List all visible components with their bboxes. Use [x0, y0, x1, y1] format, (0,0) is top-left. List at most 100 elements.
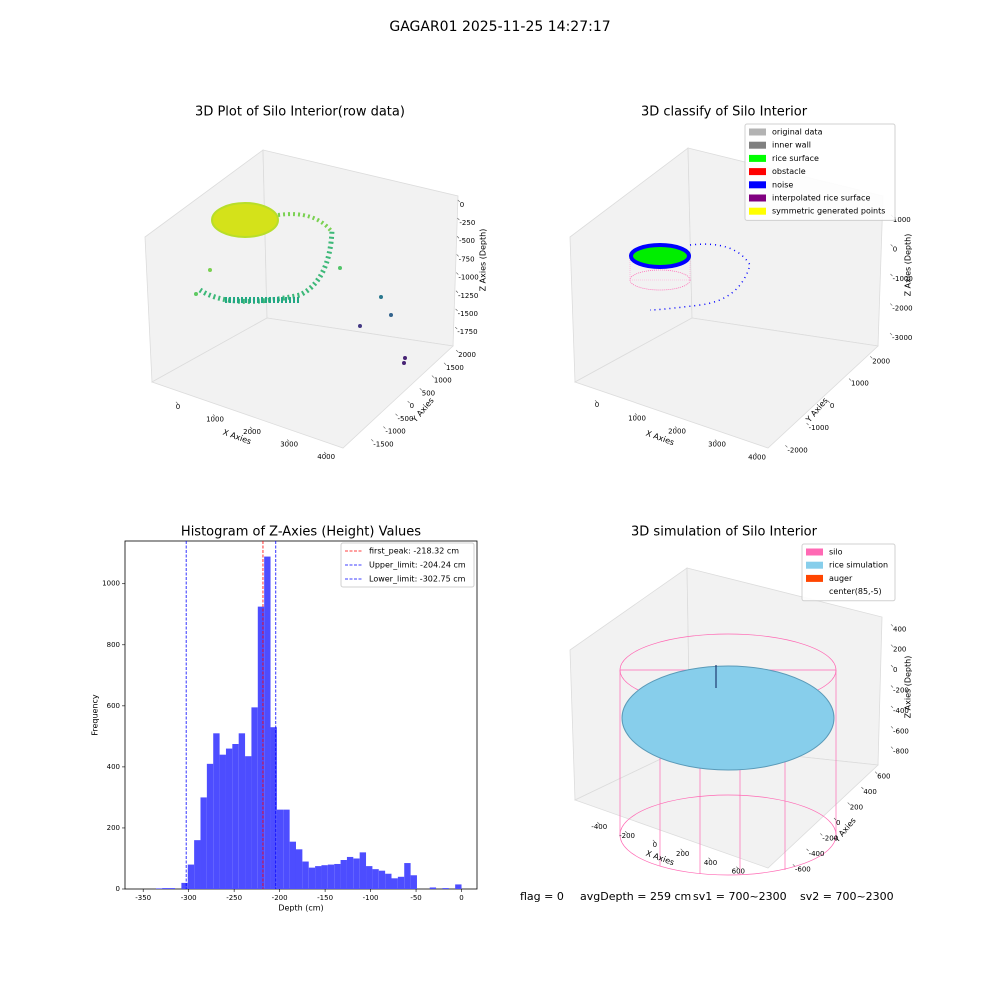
y-axis-label: Y Axies — [410, 396, 436, 425]
legend-label: symmetric generated points — [772, 207, 885, 216]
y-tick-mark — [870, 356, 873, 359]
bar — [327, 864, 335, 889]
y-tick-label: 2000 — [458, 351, 476, 359]
z-tick-mark — [889, 332, 893, 336]
x-tick-mark — [680, 848, 683, 852]
legend-label: noise — [772, 180, 793, 189]
bar — [429, 887, 437, 889]
z-tick-mark — [456, 236, 460, 239]
x-tick-mark — [286, 439, 290, 442]
y-tick-label: -2000 — [787, 446, 807, 454]
y-tick-label: -1500 — [373, 440, 393, 448]
y-tick-mark — [395, 413, 398, 417]
panel1-box — [144, 149, 459, 449]
z-tick-mark — [890, 244, 893, 247]
z-axis-label: Z Axies (Depth) — [904, 656, 913, 719]
x-tick-label: -350 — [135, 894, 151, 902]
legend-label: original data — [772, 128, 823, 137]
chart-title: 3D simulation of Silo Interior — [631, 525, 818, 540]
y-tick-mark — [820, 833, 823, 836]
y-tick-mark — [431, 375, 435, 378]
x-tick-label: -50 — [410, 894, 421, 902]
y-tick-mark — [419, 388, 422, 391]
x-tick-mark — [736, 866, 739, 869]
z-tick-mark — [890, 685, 894, 688]
x-tick-label: -200 — [272, 894, 288, 902]
y-tick-label: 400 — [107, 763, 120, 771]
x-tick-label: -100 — [363, 894, 379, 902]
x-tick-mark — [754, 452, 758, 455]
chart-title: 3D classify of Silo Interior — [641, 105, 808, 120]
y-tick-mark — [833, 817, 837, 821]
bar — [295, 849, 303, 889]
bar — [378, 870, 386, 889]
y-tick-mark — [874, 771, 878, 774]
y-tick-mark — [848, 378, 852, 381]
y-axis-label: Frequency — [91, 694, 100, 736]
bar — [340, 860, 347, 889]
z-tick-mark — [457, 199, 460, 203]
y-tick-label: 600 — [107, 702, 120, 710]
footer-text: flag = 0 — [520, 890, 564, 903]
x-tick-label: 0 — [653, 841, 657, 849]
z-tick-label: 0 — [460, 201, 464, 209]
legend-label: Upper_limit: -204.24 cm — [369, 561, 466, 570]
bar — [321, 865, 328, 889]
z-tick-label: -3000 — [892, 334, 912, 342]
x-tick-label: -300 — [181, 894, 197, 902]
y-tick-label: 1500 — [446, 364, 464, 372]
bar — [257, 606, 265, 889]
x-tick-label: 0 — [595, 401, 599, 409]
x-tick-mark — [212, 414, 216, 417]
y-tick-mark — [383, 426, 386, 429]
z-tick-label: -2000 — [892, 305, 912, 313]
legend-patch — [749, 181, 766, 189]
bar — [155, 888, 163, 889]
x-tick-label: 2000 — [668, 427, 686, 435]
z-tick-label: -200 — [893, 687, 909, 695]
bar — [213, 733, 220, 889]
z-tick-label: -750 — [459, 255, 475, 263]
y-tick-label: 1000 — [851, 380, 869, 388]
x-tick-mark — [597, 821, 600, 825]
x-tick-label: 0 — [176, 403, 180, 411]
x-tick-mark — [323, 451, 327, 455]
z-tick-mark — [890, 746, 894, 749]
hist-frame — [124, 540, 478, 890]
z-tick-mark — [455, 308, 458, 312]
y-tick-mark — [806, 848, 809, 852]
x-tick-label: 200 — [676, 850, 689, 858]
bar — [168, 888, 176, 889]
z-tick-label: -1000 — [458, 274, 478, 282]
bar — [264, 556, 271, 889]
z-tick-label: 0 — [893, 666, 897, 674]
footer-text: sv1 = 700~2300 — [693, 890, 787, 903]
x-tick-mark — [175, 401, 179, 404]
footer-text: avgDepth = 259 cm — [580, 890, 691, 903]
bar — [302, 861, 309, 889]
bar — [359, 852, 367, 889]
bar — [385, 873, 392, 889]
y-tick-label: 2000 — [872, 357, 890, 365]
legend-label: obstacle — [772, 167, 806, 176]
legend-patch — [806, 548, 823, 556]
x-tick-label: 4000 — [748, 454, 766, 462]
z-tick-label: 200 — [893, 646, 906, 654]
y-tick-label: 500 — [422, 389, 435, 397]
z-tick-mark — [456, 254, 459, 257]
legend-box — [744, 123, 896, 221]
y-tick-label: 1000 — [102, 580, 120, 588]
x-tick-label: -400 — [591, 823, 607, 831]
z-tick-mark — [890, 624, 894, 627]
z-tick-mark — [456, 272, 459, 275]
y-tick-label: 200 — [850, 804, 863, 812]
x-axis-label: Depth (cm) — [278, 904, 323, 913]
legend-label: rice simulation — [829, 561, 888, 570]
bar — [308, 867, 316, 889]
z-tick-mark — [890, 303, 893, 306]
y-tick-label: 0 — [410, 402, 414, 410]
legend-label: rice surface — [772, 154, 819, 163]
z-tick-label: -1500 — [458, 310, 478, 318]
x-tick-label: 1000 — [628, 414, 646, 422]
bar — [181, 882, 188, 889]
